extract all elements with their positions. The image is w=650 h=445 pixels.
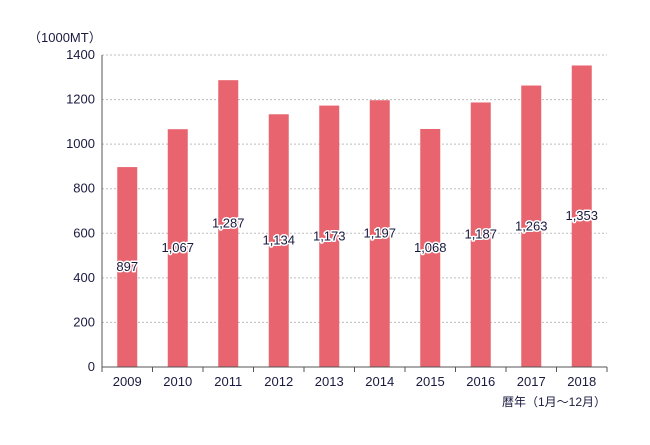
y-tick-label: 1000 bbox=[66, 136, 95, 151]
y-tick-label: 800 bbox=[73, 181, 95, 196]
x-tick-label: 2016 bbox=[466, 374, 495, 389]
y-tick-label: 1200 bbox=[66, 92, 95, 107]
x-tick-label: 2012 bbox=[264, 374, 293, 389]
data-label: 897 bbox=[116, 259, 138, 274]
x-axis-title: 暦年（1月〜12月） bbox=[502, 395, 606, 409]
x-tick-label: 2017 bbox=[517, 374, 546, 389]
bar-2009 bbox=[117, 167, 138, 367]
bar-2012 bbox=[268, 114, 289, 367]
x-tick-label: 2011 bbox=[214, 374, 242, 389]
data-label: 1,173 bbox=[313, 228, 346, 243]
y-tick-label: 400 bbox=[73, 270, 95, 285]
x-tick-label: 2018 bbox=[567, 374, 596, 389]
data-label: 1,353 bbox=[565, 208, 598, 223]
y-tick-label: 0 bbox=[88, 359, 95, 374]
data-label: 1,287 bbox=[212, 216, 245, 231]
data-label: 1,263 bbox=[515, 218, 548, 233]
bar-2014 bbox=[369, 100, 390, 368]
data-label: 1,187 bbox=[464, 227, 497, 242]
bar-2016 bbox=[470, 102, 491, 368]
y-tick-label: 1400 bbox=[66, 47, 95, 62]
x-tick-label: 2010 bbox=[163, 374, 192, 389]
bar-2011 bbox=[218, 80, 239, 367]
data-label: 1,134 bbox=[262, 233, 295, 248]
y-unit-label: （1000MT） bbox=[28, 30, 102, 45]
bar-2015 bbox=[420, 128, 441, 367]
bar-2018 bbox=[571, 65, 592, 367]
bar-2013 bbox=[319, 105, 340, 368]
labels: 0 200 400 600 800 1000 1200 1400 2009 897 2010 1,06… bbox=[66, 47, 599, 389]
bar-2017 bbox=[521, 85, 542, 367]
data-label: 1,197 bbox=[363, 226, 396, 241]
y-tick-label: 600 bbox=[73, 225, 95, 240]
x-tick-label: 2013 bbox=[315, 374, 344, 389]
bar-2010 bbox=[167, 129, 188, 367]
y-tick-label: 200 bbox=[73, 314, 95, 329]
x-tick-label: 2009 bbox=[113, 374, 142, 389]
x-tick-label: 2014 bbox=[365, 374, 394, 389]
axes bbox=[101, 55, 608, 372]
data-label: 1,067 bbox=[161, 240, 194, 255]
x-tick-label: 2015 bbox=[416, 374, 445, 389]
bars bbox=[117, 65, 592, 368]
data-label: 1,068 bbox=[414, 240, 447, 255]
